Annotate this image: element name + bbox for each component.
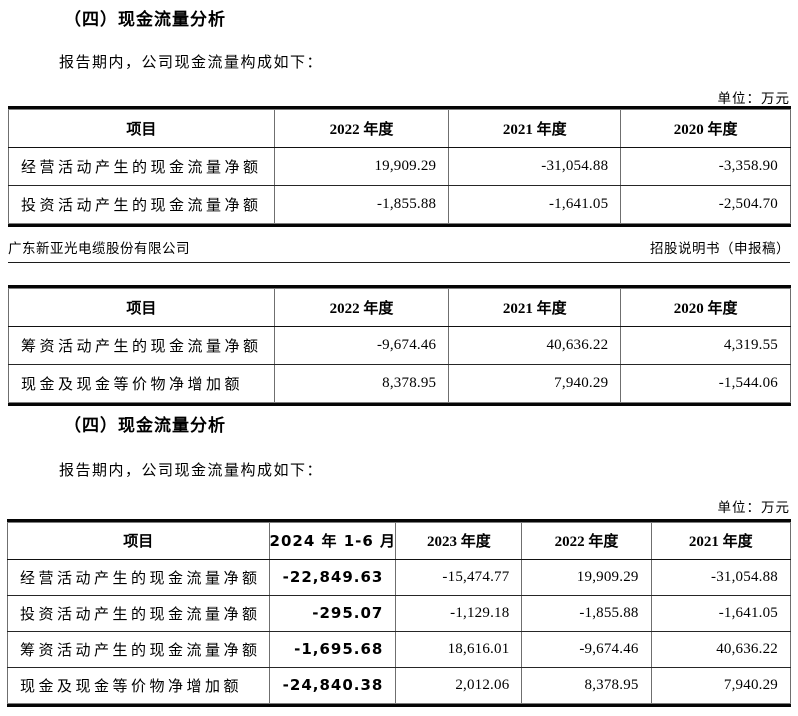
section-heading-2: （四）现金流量分析 bbox=[64, 416, 226, 435]
table-bottom-rule bbox=[8, 223, 791, 227]
col-header-item: 项目 bbox=[8, 289, 275, 327]
cell-value: -295.07 bbox=[268, 594, 397, 632]
table-1: 项目 2022 年度 2021 年度 2020 年度 经营活动产生的现金流量净额… bbox=[8, 110, 791, 223]
table-row: 投资活动产生的现金流量净额 -295.07 -1,129.18 -1,855.8… bbox=[7, 594, 792, 632]
row-label: 筹资活动产生的现金流量净额 bbox=[7, 630, 270, 668]
cell-value: 8,378.95 bbox=[521, 666, 652, 703]
row-label: 现金及现金等价物净增加额 bbox=[8, 363, 275, 402]
col-header-2022: 2022 年度 bbox=[273, 289, 450, 327]
company-name: 广东新亚光电缆股份有限公司 bbox=[8, 241, 190, 256]
table-row: 现金及现金等价物净增加额 -24,840.38 2,012.06 8,378.9… bbox=[7, 666, 792, 703]
table-row: 筹资活动产生的现金流量净额 -9,674.46 40,636.22 4,319.… bbox=[8, 325, 791, 365]
row-label: 筹资活动产生的现金流量净额 bbox=[8, 325, 275, 365]
row-label: 经营活动产生的现金流量净额 bbox=[7, 558, 270, 596]
table-row: 经营活动产生的现金流量净额 19,909.29 -31,054.88 -3,35… bbox=[8, 146, 791, 186]
unit-label-2: 单位：万元 bbox=[717, 500, 790, 515]
cell-value: -15,474.77 bbox=[395, 558, 523, 596]
cell-value: 7,940.29 bbox=[650, 666, 792, 703]
cell-value: -3,358.90 bbox=[620, 146, 791, 186]
intro-paragraph-1: 报告期内，公司现金流量构成如下： bbox=[59, 55, 324, 71]
col-header-item: 项目 bbox=[8, 110, 275, 148]
table-row: 筹资活动产生的现金流量净额 -1,695.68 18,616.01 -9,674… bbox=[7, 630, 792, 668]
col-header-2023: 2023 年度 bbox=[395, 523, 523, 560]
table-row: 现金及现金等价物净增加额 8,378.95 7,940.29 -1,544.06 bbox=[8, 363, 791, 402]
col-header-2020: 2020 年度 bbox=[620, 110, 791, 148]
cell-value: -1,641.05 bbox=[448, 184, 622, 223]
col-header-2021: 2021 年度 bbox=[448, 110, 622, 148]
col-header-2021: 2021 年度 bbox=[650, 523, 792, 560]
col-header-2022: 2022 年度 bbox=[273, 110, 450, 148]
cell-value: -1,641.05 bbox=[650, 594, 792, 632]
row-label: 现金及现金等价物净增加额 bbox=[7, 666, 270, 703]
cell-value: 8,378.95 bbox=[273, 363, 450, 402]
col-header-2024h1: 2024 年 1-6 月 bbox=[268, 523, 397, 560]
cell-value: -31,054.88 bbox=[650, 558, 792, 596]
table-top-rule bbox=[8, 106, 791, 110]
cell-value: -1,544.06 bbox=[620, 363, 791, 402]
cell-value: 40,636.22 bbox=[448, 325, 622, 365]
cell-value: 18,616.01 bbox=[395, 630, 523, 668]
table-bottom-rule bbox=[7, 703, 791, 707]
cash-flow-table-3: 项目 2024 年 1-6 月 2023 年度 2022 年度 2021 年度 … bbox=[7, 519, 792, 707]
page-running-header: 广东新亚光电缆股份有限公司 招股说明书（申报稿） bbox=[8, 237, 790, 263]
cell-value: 4,319.55 bbox=[620, 325, 791, 365]
cash-flow-table-2: 项目 2022 年度 2021 年度 2020 年度 筹资活动产生的现金流量净额… bbox=[8, 285, 791, 406]
col-header-2021: 2021 年度 bbox=[448, 289, 622, 327]
cell-value: -24,840.38 bbox=[268, 666, 397, 703]
cell-value: -1,695.68 bbox=[268, 630, 397, 668]
row-label: 投资活动产生的现金流量净额 bbox=[7, 594, 270, 632]
table-row: 经营活动产生的现金流量净额 -22,849.63 -15,474.77 19,9… bbox=[7, 558, 792, 596]
cell-value: -31,054.88 bbox=[448, 146, 622, 186]
col-header-item: 项目 bbox=[7, 523, 270, 560]
table-3: 项目 2024 年 1-6 月 2023 年度 2022 年度 2021 年度 … bbox=[7, 523, 792, 703]
table-top-rule bbox=[7, 519, 791, 523]
table-header-row: 项目 2024 年 1-6 月 2023 年度 2022 年度 2021 年度 bbox=[7, 523, 792, 560]
cell-value: 40,636.22 bbox=[650, 630, 792, 668]
unit-label-1: 单位：万元 bbox=[717, 91, 790, 106]
cell-value: -1,855.88 bbox=[521, 594, 652, 632]
table-header-row: 项目 2022 年度 2021 年度 2020 年度 bbox=[8, 289, 791, 327]
section-heading-1: （四）现金流量分析 bbox=[64, 10, 226, 29]
cell-value: -9,674.46 bbox=[521, 630, 652, 668]
cash-flow-table-1: 项目 2022 年度 2021 年度 2020 年度 经营活动产生的现金流量净额… bbox=[8, 106, 791, 227]
row-label: 经营活动产生的现金流量净额 bbox=[8, 146, 275, 186]
cell-value: 19,909.29 bbox=[273, 146, 450, 186]
cell-value: -2,504.70 bbox=[620, 184, 791, 223]
cell-value: -1,855.88 bbox=[273, 184, 450, 223]
col-header-2022: 2022 年度 bbox=[521, 523, 652, 560]
table-header-row: 项目 2022 年度 2021 年度 2020 年度 bbox=[8, 110, 791, 148]
cell-value: 7,940.29 bbox=[448, 363, 622, 402]
col-header-2020: 2020 年度 bbox=[620, 289, 791, 327]
cell-value: -1,129.18 bbox=[395, 594, 523, 632]
cell-value: -9,674.46 bbox=[273, 325, 450, 365]
cell-value: 2,012.06 bbox=[395, 666, 523, 703]
intro-paragraph-2: 报告期内，公司现金流量构成如下： bbox=[59, 463, 324, 479]
table-row: 投资活动产生的现金流量净额 -1,855.88 -1,641.05 -2,504… bbox=[8, 184, 791, 223]
cell-value: 19,909.29 bbox=[521, 558, 652, 596]
table-bottom-rule bbox=[8, 402, 791, 406]
table-top-rule bbox=[8, 285, 791, 289]
table-2: 项目 2022 年度 2021 年度 2020 年度 筹资活动产生的现金流量净额… bbox=[8, 289, 791, 402]
document-title: 招股说明书（申报稿） bbox=[650, 241, 790, 256]
row-label: 投资活动产生的现金流量净额 bbox=[8, 184, 275, 223]
cell-value: -22,849.63 bbox=[268, 558, 397, 596]
